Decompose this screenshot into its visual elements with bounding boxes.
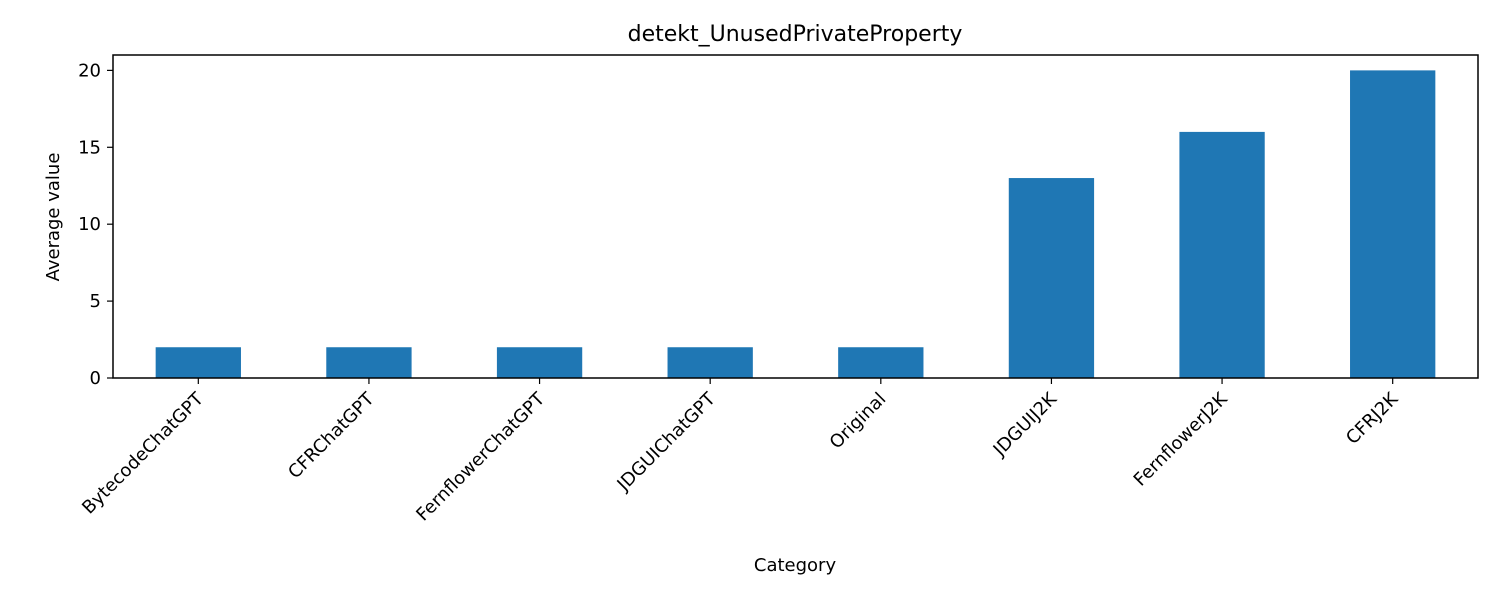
x-axis-label: Category xyxy=(754,555,837,576)
bars-layer xyxy=(155,70,1436,378)
bar-Original xyxy=(838,347,924,378)
bar-BytecodeChatGPT xyxy=(155,347,241,378)
y-tick-label: 15 xyxy=(78,137,101,158)
x-tick-label: BytecodeChatGPT xyxy=(78,388,208,518)
x-axis: BytecodeChatGPT CFRChatGPT FernflowerChatG… xyxy=(78,378,1403,525)
x-tick-label: FernflowerChatGPT xyxy=(412,388,549,525)
bar-JDGUIChatGPT xyxy=(667,347,753,378)
y-axis-label: Average value xyxy=(43,153,64,282)
y-tick-label: 20 xyxy=(78,60,101,81)
y-tick-label: 0 xyxy=(90,368,101,389)
y-axis: 0 5 10 15 20 xyxy=(78,60,113,389)
x-tick-label: CFRChatGPT xyxy=(284,388,379,483)
bar-CFRChatGPT xyxy=(326,347,412,378)
x-tick-label: Original xyxy=(826,389,891,454)
bar-FernflowerChatGPT xyxy=(496,347,583,378)
x-tick-label: JDGUIJ2K xyxy=(989,388,1062,461)
bar-FernflowerJ2K xyxy=(1179,131,1265,378)
x-tick-label: JDGUIChatGPT xyxy=(613,388,721,496)
bar-JDGUIJ2K xyxy=(1008,178,1095,378)
bar-CFRJ2K xyxy=(1350,70,1436,378)
x-tick-label: FernflowerJ2K xyxy=(1130,388,1233,491)
y-tick-label: 10 xyxy=(78,214,101,235)
y-tick-label: 5 xyxy=(90,291,101,312)
chart-title: detekt_UnusedPrivateProperty xyxy=(628,22,963,47)
x-tick-label: CFRJ2K xyxy=(1342,388,1403,449)
plot-frame xyxy=(112,54,1479,379)
